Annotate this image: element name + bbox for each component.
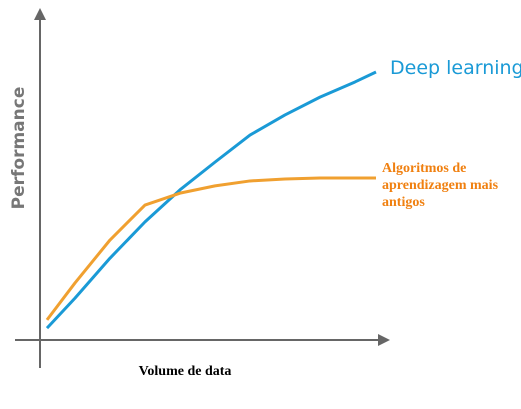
series-label: Algoritmos de aprendizagem mais antigos <box>382 161 499 210</box>
x-axis-label: Volume de data <box>139 364 232 379</box>
line <box>45 176 376 321</box>
series-label: Deep learning <box>390 57 521 79</box>
y-axis-arrow <box>34 8 46 20</box>
y-axis-label: Performance <box>9 87 29 210</box>
x-axis-arrow <box>378 334 390 346</box>
line <box>45 70 377 330</box>
